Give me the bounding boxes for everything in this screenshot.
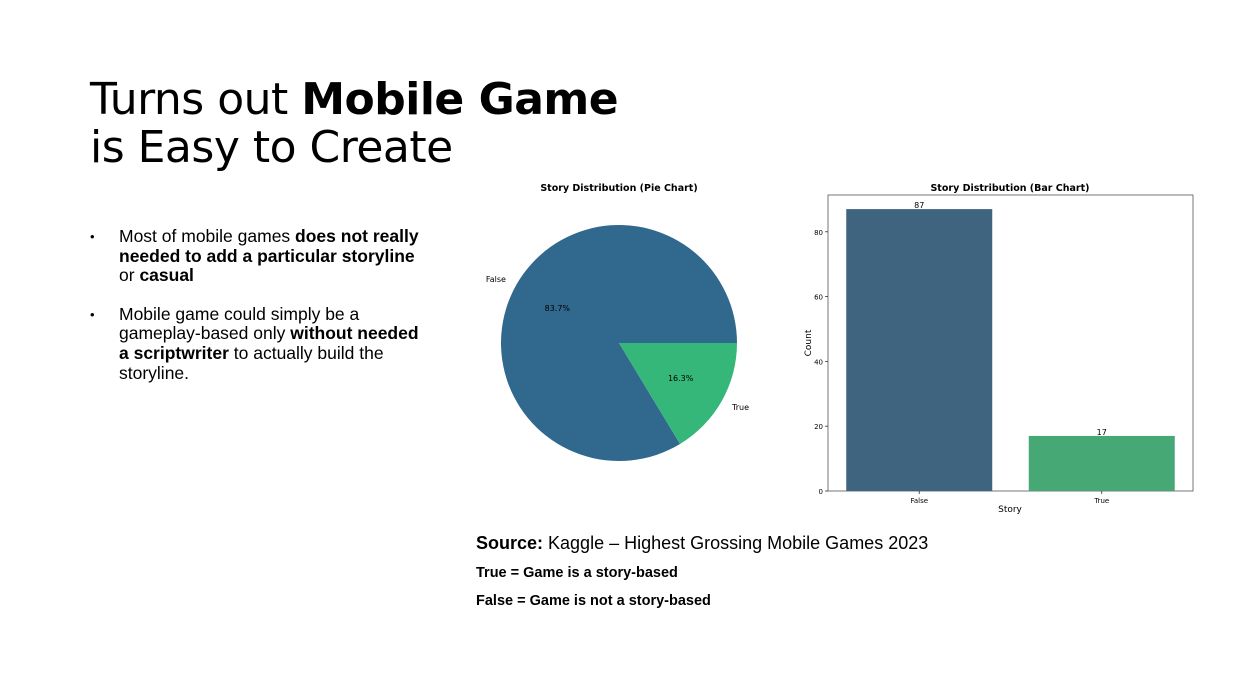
bullet-text: Mobile game could simply be a gameplay-b… xyxy=(119,303,360,344)
bar-false xyxy=(846,209,993,491)
bullet-dot: • xyxy=(90,229,95,244)
legend-note-true: True = Game is a story-based xyxy=(476,565,678,581)
title-line2: is Easy to Create xyxy=(90,122,453,173)
y-tick-label: 80 xyxy=(814,229,823,237)
bullet-bold-text: without needed a scriptwriter xyxy=(119,323,419,363)
y-tick-label: 0 xyxy=(819,488,823,496)
bullet-dot: • xyxy=(90,306,95,322)
source-label: Source: xyxy=(476,533,544,553)
bullet-text: to actually build the storyline. xyxy=(119,342,384,383)
bar-value-label: 87 xyxy=(914,201,924,210)
source-line: Source: Kaggle – Highest Grossing Mobile… xyxy=(476,533,928,554)
bullet-list: • Most of mobile games does not really n… xyxy=(90,226,430,402)
pie-slice-true xyxy=(619,343,737,444)
y-tick-label: 20 xyxy=(814,423,823,431)
bar-chart: Story Distribution (Bar Chart) 0 20 40 60 80… xyxy=(804,183,1194,515)
y-tick-label: 60 xyxy=(814,294,823,302)
bar-true xyxy=(1028,435,1175,491)
pie-category-label: False xyxy=(486,275,506,284)
bar-plot-frame xyxy=(827,194,1194,492)
legend-note-false: False = Game is not a story-based xyxy=(476,593,711,609)
y-tick-label: 40 xyxy=(814,358,823,366)
x-tick-label: False xyxy=(910,497,928,505)
title-line1-bold: Mobile Game xyxy=(301,74,619,125)
pie-category-label: True xyxy=(731,403,749,412)
x-tick-label: True xyxy=(1093,497,1109,505)
pie-slices: 83.7% False 16.3% True xyxy=(486,225,749,461)
title-line1-normal: Turns out xyxy=(90,74,302,125)
bullet-bold-text: casual xyxy=(139,265,194,286)
bullet-bold-text: does not really needed to add a particul… xyxy=(119,226,419,266)
slide-title: Turns out Mobile Game is Easy to Create xyxy=(90,74,619,173)
bullet-item: • Most of mobile games does not really n… xyxy=(90,226,430,286)
bullet-item: • Mobile game could simply be a gameplay… xyxy=(90,303,430,383)
source-text: Kaggle – Highest Grossing Mobile Games 2… xyxy=(543,533,929,553)
bullet-text: or xyxy=(119,265,140,286)
pie-pct-label: 16.3% xyxy=(668,374,694,383)
bullet-text: Most of mobile games xyxy=(119,226,296,246)
bar-y-axis-label: Count xyxy=(804,329,814,356)
bar-x-axis-label: Story xyxy=(998,505,1022,515)
bar-value-label: 17 xyxy=(1097,428,1107,437)
pie-chart-title: Story Distribution (Pie Chart) xyxy=(540,183,697,194)
pie-chart: Story Distribution (Pie Chart) 83.7% Fals… xyxy=(486,183,749,461)
pie-pct-label: 83.7% xyxy=(545,304,571,313)
bar-chart-title: Story Distribution (Bar Chart) xyxy=(930,183,1089,194)
bar-plot-area: 0 20 40 60 80 87 False 17 True xyxy=(814,194,1194,505)
